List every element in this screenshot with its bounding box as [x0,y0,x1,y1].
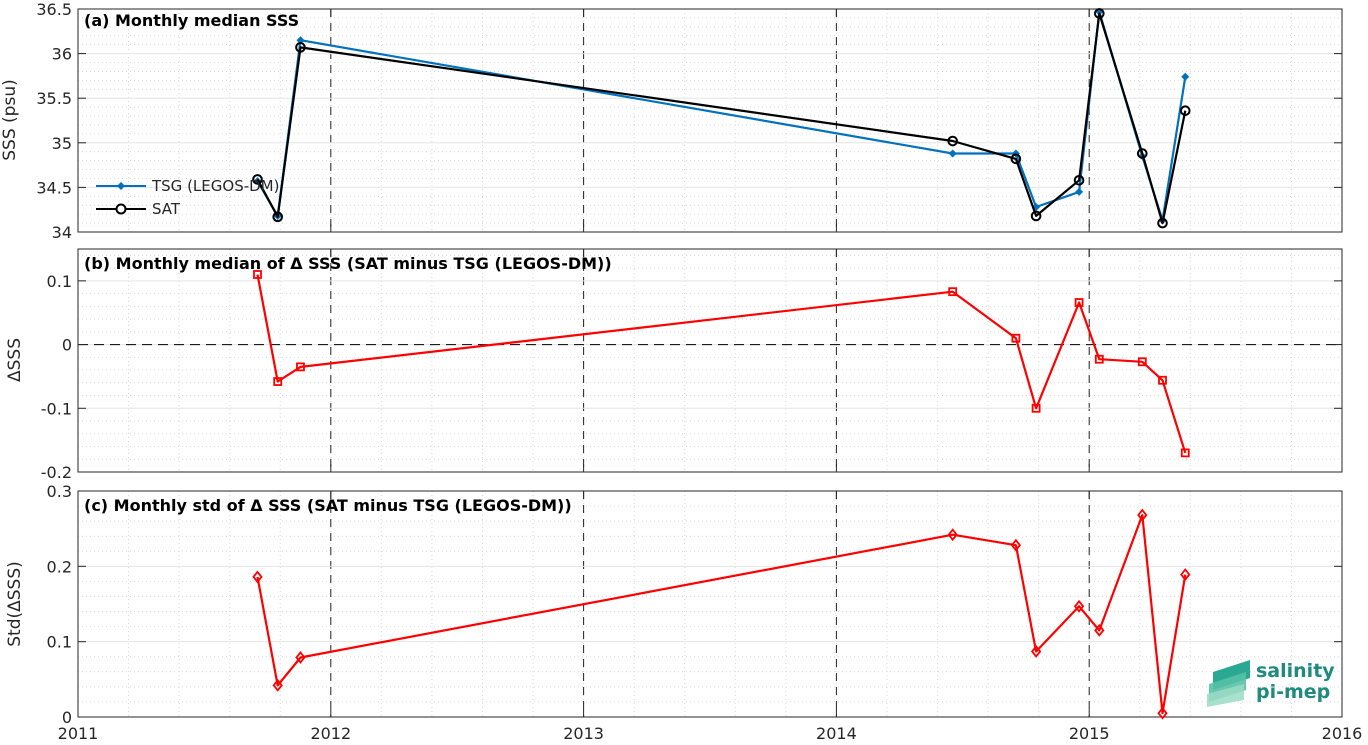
x-tick-label: 2015 [1069,724,1110,743]
legend-tsg-label: TSG (LEGOS-DM) [151,177,279,195]
y-tick-label: 0.2 [47,557,72,576]
data-point [1181,72,1190,81]
data-point [1136,148,1148,159]
data-point [1158,375,1167,385]
x-axis-tick-labels: 2011 2012 2013 2014 2015 2016 [58,724,1363,743]
panel-c-y-axis-label: Std(ΔSSS) [5,561,25,647]
data-point [1011,333,1021,343]
panel-a-title: (a) Monthly median SSS [84,11,299,30]
panel-b-series [253,270,1190,458]
data-point [947,135,958,147]
data-point [295,42,306,53]
data-point [1157,217,1168,229]
y-tick-label: 36.5 [36,0,72,19]
data-point [1010,538,1022,552]
data-point [1030,210,1042,222]
data-point [296,36,305,45]
data-point [273,377,283,386]
data-point [272,678,283,692]
panel-c-title: (c) Monthly std of Δ SSS (SAT minus TSG … [84,496,572,515]
salinity-pi-mep-logo: salinity pi-mep [1207,660,1335,707]
y-tick-label: 0 [62,336,72,355]
y-tick-label: 0.1 [47,633,72,652]
data-point [1179,105,1191,116]
panel-a: 34 34.5 35 35.5 36 36.5 (a) Monthly median SS… [0,0,1343,242]
series-line [256,513,1187,715]
panel-c-axes-box [77,490,1343,718]
panel-a-axes-box [77,8,1343,233]
panel-c-series [252,508,1191,720]
data-point [1137,357,1147,367]
data-point [947,528,958,542]
logo-text-salinity: salinity [1256,660,1335,682]
data-point [272,211,284,223]
data-point [1095,7,1104,16]
y-tick-label: 0.3 [47,482,72,501]
data-point [295,651,306,664]
panel-c: 0 0.1 0.2 0.3 (c) Monthly std of Δ SSS (SAT… [5,482,1362,743]
data-point [948,287,958,297]
y-tick-label: 35 [52,134,72,153]
data-point [1073,599,1085,613]
panel-b-y-axis-label: ΔSSS [5,338,25,382]
y-tick-label: 0.1 [47,272,72,291]
data-point [1073,174,1085,186]
legend-tsg-marker [117,182,125,190]
y-tick-label: 34 [52,223,72,242]
data-point [1094,8,1105,19]
y-tick-label: -0.1 [41,399,72,418]
data-point [296,362,305,372]
y-tick-label: 34.5 [36,178,72,197]
data-point [1074,298,1084,307]
y-tick-label: 36 [52,45,72,64]
legend-sat-marker [115,203,127,215]
panel-b-y-ticks: -0.2 -0.1 0 0.1 [41,272,1342,482]
x-tick-label: 2011 [58,724,99,743]
data-point [1031,403,1041,413]
panel-b: -0.2 -0.1 0 0.1 (b) Monthly median of Δ SSS… [5,248,1343,482]
panel-c-y-ticks: 0 0.1 0.2 0.3 [47,482,1342,727]
y-tick-label: 0 [62,708,72,727]
data-point [1094,354,1104,364]
panel-a-y-ticks: 34 34.5 35 35.5 36 36.5 [36,0,1342,242]
data-point [1180,448,1190,458]
panel-a-series [252,7,1191,229]
x-tick-label: 2012 [310,724,351,743]
legend: TSG (LEGOS-DM) SAT [96,177,279,218]
x-tick-label: 2014 [816,724,857,743]
data-point [1094,623,1105,637]
series-line [256,12,1187,225]
data-point [253,270,262,279]
data-point [1180,568,1191,582]
panel-b-axes-box [77,248,1343,473]
x-tick-label: 2016 [1322,724,1363,743]
logo-waves-icon [1207,660,1250,707]
panel-b-grid [77,249,1343,473]
data-point [1030,645,1042,658]
data-point [1075,187,1084,196]
y-tick-label: -0.2 [41,463,72,482]
data-point [1010,153,1022,165]
data-point [1157,706,1168,720]
data-point [1137,508,1148,522]
data-point [948,149,957,158]
legend-sat-label: SAT [152,200,181,218]
data-point [252,174,263,185]
panel-a-y-axis-label: SSS (psu) [0,79,20,160]
y-tick-label: 35.5 [36,89,72,108]
data-point [252,570,263,584]
logo-text-pi-mep: pi-mep [1256,681,1330,703]
panel-b-title: (b) Monthly median of Δ SSS (SAT minus T… [84,254,612,273]
x-tick-label: 2013 [563,724,604,743]
series-line [256,274,1187,454]
